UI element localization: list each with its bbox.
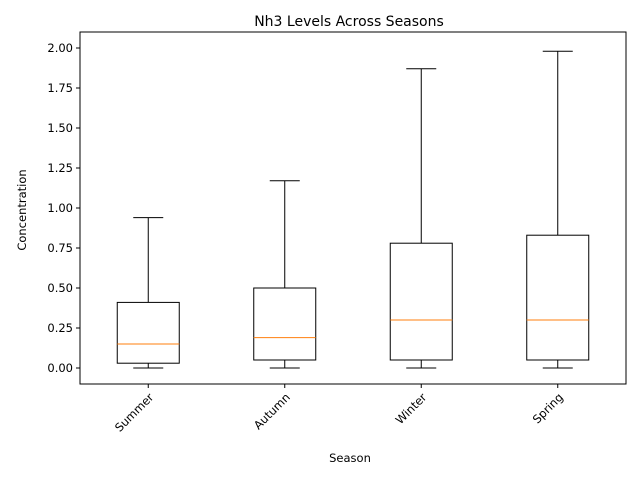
box-spring <box>526 50 590 369</box>
y-tick-label: 0.50 <box>47 281 73 295</box>
x-tick-label-winter: Winter <box>393 390 430 427</box>
x-tick-label-autumn: Autumn <box>251 390 293 432</box>
y-tick-label: 0.00 <box>47 361 73 375</box>
y-tick-label: 1.50 <box>47 121 73 135</box>
y-tick-label: 0.25 <box>47 321 73 335</box>
plot-frame <box>79 31 627 385</box>
x-tick-label-summer: Summer <box>112 390 157 435</box>
x-axis-label: Season <box>329 451 371 465</box>
y-tick-label: 1.75 <box>47 81 73 95</box>
y-tick-label: 2.00 <box>47 41 73 55</box>
iqr-box <box>389 242 453 361</box>
x-axis: Summer Autumn Winter Spring <box>112 384 566 435</box>
iqr-box <box>526 234 590 361</box>
box-winter <box>389 68 453 369</box>
box-autumn <box>253 180 317 369</box>
y-axis-label: Concentration <box>15 169 29 250</box>
boxes-group <box>116 50 590 369</box>
box-summer <box>116 217 180 369</box>
y-axis: 0.00 0.25 0.50 0.75 1.00 1.25 1.50 1.75 2.00 <box>47 41 80 375</box>
y-tick-label: 0.75 <box>47 241 73 255</box>
iqr-box <box>253 287 317 361</box>
x-tick-label-spring: Spring <box>530 390 566 426</box>
y-tick-label: 1.00 <box>47 201 73 215</box>
iqr-box <box>116 301 180 364</box>
chart-title: Nh3 Levels Across Seasons <box>254 14 444 30</box>
y-tick-label: 1.25 <box>47 161 73 175</box>
